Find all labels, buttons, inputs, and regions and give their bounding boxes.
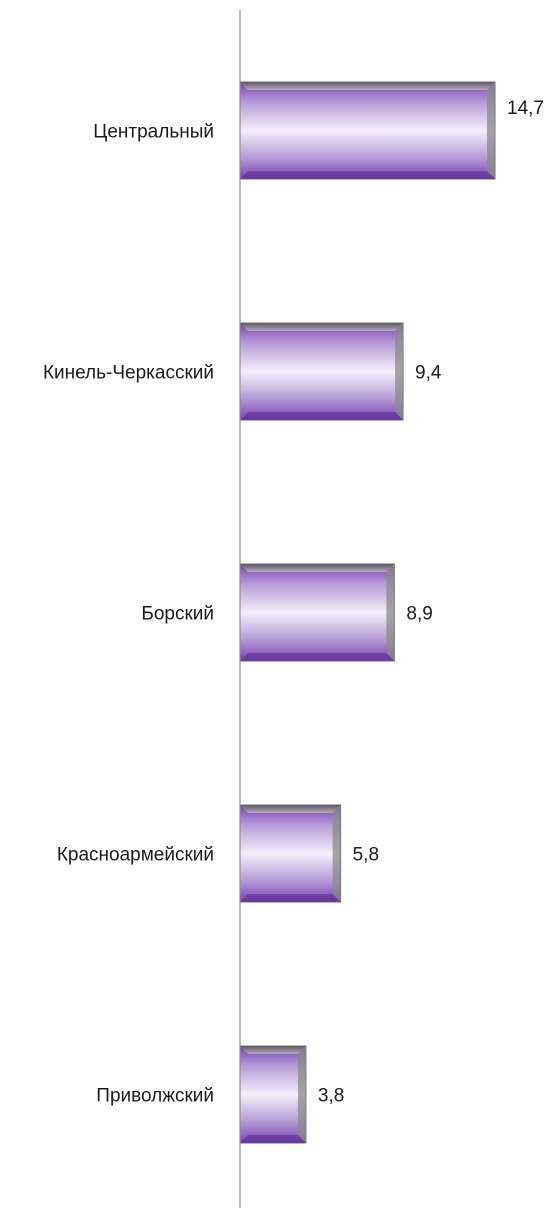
data-label: 3,8 — [318, 1086, 344, 1107]
data-label: 9,4 — [415, 363, 442, 384]
bar-bevel-right — [386, 564, 395, 661]
bar — [239, 563, 395, 662]
bar-body — [239, 322, 404, 421]
category-label: Кинель-Черкасский — [43, 363, 214, 384]
bar-bevel-bottom — [240, 1135, 306, 1143]
category-label: Борский — [141, 604, 214, 625]
bar-bevel-right — [487, 82, 495, 179]
bar-body — [239, 804, 342, 903]
bar-bevel-bottom — [240, 653, 395, 661]
category-label: Красноармейский — [57, 845, 214, 866]
bar — [239, 81, 496, 180]
bar-bevel-bottom — [240, 171, 495, 179]
category-label: Центральный — [93, 122, 214, 143]
bar-body — [239, 81, 496, 180]
bar-bevel-top — [240, 323, 404, 331]
bar-bevel-bottom — [240, 894, 341, 902]
bar-body — [239, 563, 395, 662]
bar-bevel-bottom — [240, 412, 404, 420]
bars-group — [239, 81, 496, 1144]
category-labels: Центральный Кинель-Черкасский Борский Красн… — [43, 122, 214, 1107]
bar-body — [239, 1045, 307, 1144]
bar — [239, 1045, 307, 1144]
category-label: Приволжский — [96, 1086, 214, 1107]
bar-bevel-right — [395, 323, 404, 420]
data-label: 5,8 — [353, 845, 379, 866]
bar-bevel-top — [240, 564, 395, 572]
bar-bevel-top — [240, 805, 341, 813]
data-label: 14,7 — [507, 98, 544, 119]
bar-bevel-top — [240, 82, 495, 90]
bar-bevel-top — [240, 1046, 306, 1054]
bar-bevel-right — [332, 805, 341, 902]
data-label: 8,9 — [406, 604, 432, 625]
bar-bevel-right — [297, 1046, 306, 1143]
bar — [239, 322, 404, 421]
value-labels: 14,7 9,4 8,9 5,8 3,8 — [318, 98, 544, 1107]
bar — [239, 804, 342, 903]
